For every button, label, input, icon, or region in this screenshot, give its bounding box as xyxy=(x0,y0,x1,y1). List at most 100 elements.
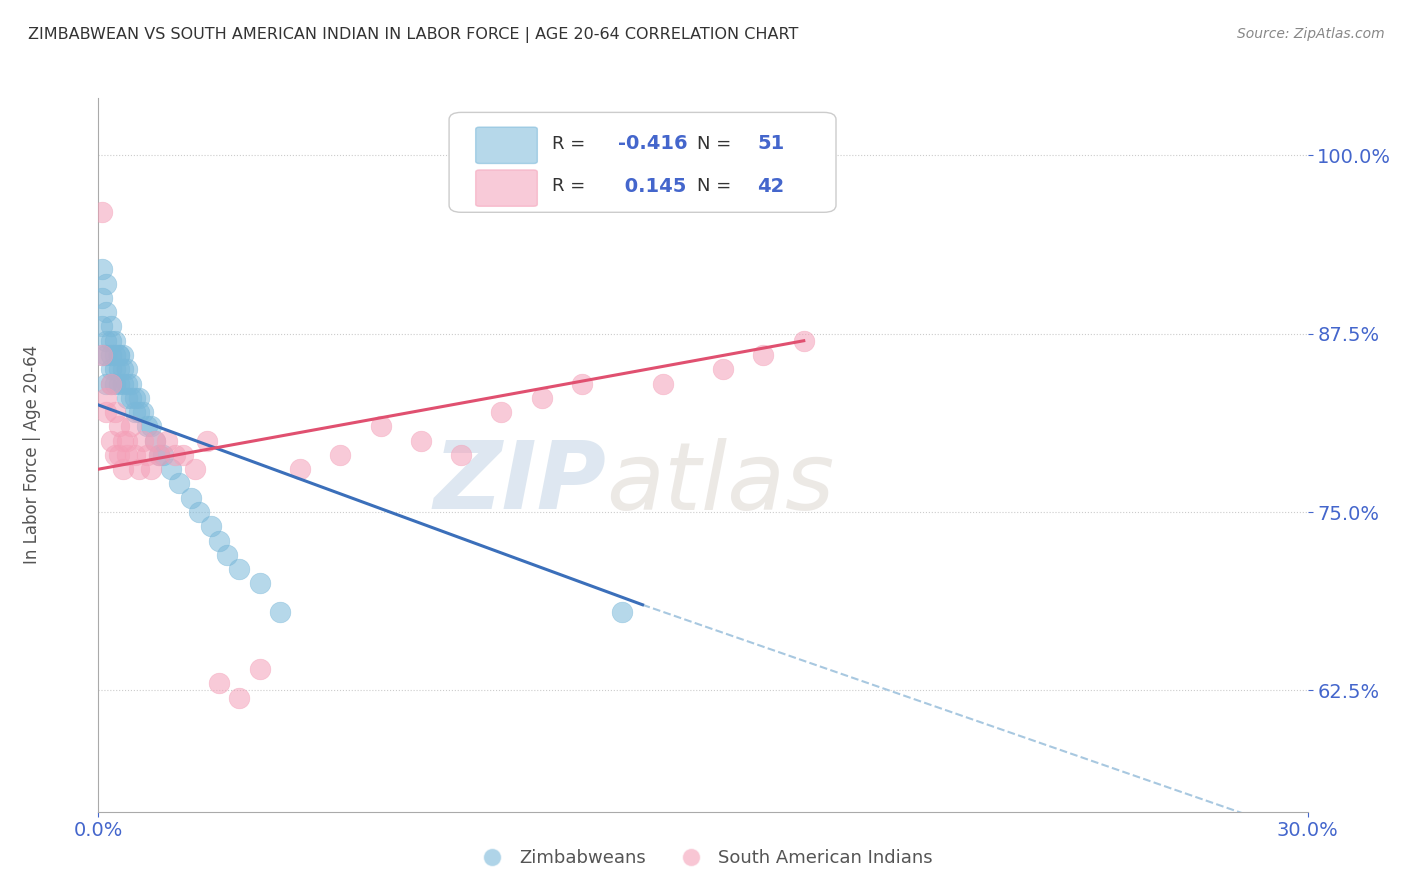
Point xyxy=(103,362,125,376)
Point xyxy=(167,476,190,491)
Point xyxy=(180,491,202,505)
Point xyxy=(143,434,166,448)
Point xyxy=(139,419,162,434)
Point xyxy=(249,662,271,676)
Point xyxy=(208,533,231,548)
Point xyxy=(228,562,250,576)
Point xyxy=(91,291,114,305)
Text: 0.145: 0.145 xyxy=(619,177,686,196)
Point xyxy=(208,676,231,690)
Point xyxy=(530,391,553,405)
Point xyxy=(120,419,142,434)
Point xyxy=(107,362,129,376)
Point xyxy=(103,334,125,348)
Point xyxy=(132,405,155,419)
Point xyxy=(752,348,775,362)
Legend: Zimbabweans, South American Indians: Zimbabweans, South American Indians xyxy=(467,842,939,874)
Text: -0.416: -0.416 xyxy=(619,134,688,153)
Text: Source: ZipAtlas.com: Source: ZipAtlas.com xyxy=(1237,27,1385,41)
Point xyxy=(103,448,125,462)
Point xyxy=(91,348,114,362)
Point xyxy=(288,462,311,476)
Point xyxy=(111,376,134,391)
Point xyxy=(96,405,118,419)
Point xyxy=(172,448,194,462)
Point xyxy=(135,419,157,434)
Point xyxy=(91,205,114,219)
Point xyxy=(120,376,142,391)
Text: 51: 51 xyxy=(758,134,785,153)
Point xyxy=(115,362,138,376)
Point xyxy=(96,391,118,405)
Point xyxy=(91,348,114,362)
Point xyxy=(111,362,134,376)
FancyBboxPatch shape xyxy=(475,127,537,163)
Point xyxy=(651,376,673,391)
Point xyxy=(711,362,734,376)
Point xyxy=(91,319,114,334)
Point xyxy=(128,391,150,405)
Point xyxy=(450,448,472,462)
Text: R =: R = xyxy=(551,178,591,195)
Point xyxy=(100,376,122,391)
Point xyxy=(148,448,170,462)
Text: 42: 42 xyxy=(758,177,785,196)
Point xyxy=(329,448,352,462)
Point xyxy=(96,305,118,319)
Point xyxy=(107,448,129,462)
Point xyxy=(107,348,129,362)
Point xyxy=(111,434,134,448)
Text: In Labor Force | Age 20-64: In Labor Force | Age 20-64 xyxy=(22,345,41,565)
Point xyxy=(228,690,250,705)
Point xyxy=(200,519,222,533)
Point xyxy=(269,605,291,619)
Point xyxy=(152,448,174,462)
Point xyxy=(139,462,162,476)
Text: N =: N = xyxy=(697,135,737,153)
Point xyxy=(409,434,432,448)
Text: ZIMBABWEAN VS SOUTH AMERICAN INDIAN IN LABOR FORCE | AGE 20-64 CORRELATION CHART: ZIMBABWEAN VS SOUTH AMERICAN INDIAN IN L… xyxy=(28,27,799,43)
Point xyxy=(148,448,170,462)
Point xyxy=(163,448,186,462)
Point xyxy=(100,376,122,391)
Point xyxy=(249,576,271,591)
Point xyxy=(100,434,122,448)
Point xyxy=(793,334,815,348)
Point xyxy=(103,348,125,362)
Point xyxy=(156,434,179,448)
Point xyxy=(132,434,155,448)
Point xyxy=(107,376,129,391)
Point xyxy=(128,405,150,419)
Text: N =: N = xyxy=(697,178,737,195)
Point xyxy=(107,348,129,362)
Point xyxy=(124,391,146,405)
Point xyxy=(115,376,138,391)
Point xyxy=(135,448,157,462)
Point xyxy=(100,334,122,348)
Point xyxy=(103,376,125,391)
FancyBboxPatch shape xyxy=(449,112,837,212)
Point xyxy=(96,348,118,362)
Point xyxy=(128,462,150,476)
Text: ZIP: ZIP xyxy=(433,437,606,530)
Point xyxy=(370,419,392,434)
Point xyxy=(195,434,218,448)
Point xyxy=(188,505,211,519)
Point xyxy=(100,348,122,362)
Point xyxy=(571,376,593,391)
Point xyxy=(124,405,146,419)
Point xyxy=(120,391,142,405)
Point xyxy=(96,376,118,391)
Point xyxy=(91,262,114,277)
Text: atlas: atlas xyxy=(606,438,835,529)
Point xyxy=(612,605,634,619)
FancyBboxPatch shape xyxy=(475,169,537,206)
Point xyxy=(115,434,138,448)
Point xyxy=(160,462,183,476)
Point xyxy=(217,548,239,562)
Point xyxy=(115,391,138,405)
Point xyxy=(111,462,134,476)
Text: R =: R = xyxy=(551,135,591,153)
Point xyxy=(96,334,118,348)
Point xyxy=(96,277,118,291)
